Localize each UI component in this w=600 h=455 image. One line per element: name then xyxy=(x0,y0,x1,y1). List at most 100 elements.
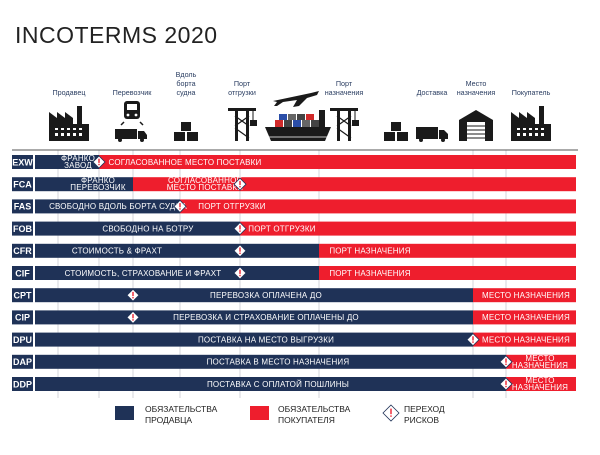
seller-text: СТОИМОСТЬ & ФРАХТ xyxy=(72,247,162,256)
seller-text: СТОИМОСТЬ, СТРАХОВАНИЕ И ФРАХТ xyxy=(65,269,222,278)
legend-buyer-label: ОБЯЗАТЕЛЬСТВА xyxy=(278,404,351,414)
column-label: Перевозчик xyxy=(113,88,153,97)
risk-transfer-icon xyxy=(499,377,513,391)
seller-bar xyxy=(35,266,319,280)
buyer-bar xyxy=(506,354,576,369)
seller-text: СВОБОДНО ВДОЛЬ БОРТА СУДНА xyxy=(49,202,187,211)
legend-buyer-swatch xyxy=(250,406,269,420)
seller-bar xyxy=(35,155,99,169)
term-code: CFR xyxy=(13,246,32,256)
term-row: CIF СТОИМОСТЬ, СТРАХОВАНИЕ И ФРАХТ ПОРТ НА… xyxy=(12,266,576,280)
term-row: CPT ПЕРЕВОЗКА ОПЛАЧЕНА ДО МЕСТО НАЗНАЧЕНИЯ xyxy=(12,288,576,303)
buyer-text: СОГЛАСОВАННОЕ МЕСТО ПОСТАВКИ xyxy=(109,158,262,167)
term-code-box xyxy=(12,177,33,192)
buyer-text: НАЗНАЧЕНИЯ xyxy=(512,383,568,392)
legend-seller-label: ПРОДАВЦА xyxy=(145,415,192,425)
risk-transfer-icon xyxy=(382,404,400,422)
buyer-text: ПОРТ НАЗНАЧЕНИЯ xyxy=(329,247,410,256)
legend-risk-label: РИСКОВ xyxy=(404,415,439,425)
column-header: Покупатель xyxy=(511,88,551,141)
seller-bar xyxy=(35,177,133,192)
risk-transfer-icon xyxy=(233,222,247,236)
term-row: FAS СВОБОДНО ВДОЛЬ БОРТА СУДНА ПОРТ ОТГРУЗ… xyxy=(12,199,576,214)
buyer-bar xyxy=(180,199,576,214)
risk-transfer-icon xyxy=(499,355,513,369)
legend: ОБЯЗАТЕЛЬСТВАПРОДАВЦАОБЯЗАТЕЛЬСТВАПОКУПА… xyxy=(115,404,445,425)
term-code: FOB xyxy=(13,224,32,234)
buyer-bar xyxy=(319,266,576,280)
term-code-box xyxy=(12,199,33,214)
column-label: назначения xyxy=(457,88,496,97)
risk-transfer-icon xyxy=(173,199,187,213)
buyer-bar xyxy=(319,243,576,258)
column-label: назначения xyxy=(325,88,364,97)
buyer-bar xyxy=(99,155,576,169)
page-title: INCOTERMS 2020 xyxy=(15,22,218,48)
column-label: Порт xyxy=(234,79,251,88)
term-code: CIP xyxy=(15,313,30,323)
term-code: CPT xyxy=(14,291,33,301)
term-code-box xyxy=(12,221,33,236)
seller-text: СВОБОДНО НА БОТРУ xyxy=(102,224,194,233)
seller-text: ПЕРЕВОЗКА ОПЛАЧЕНА ДО xyxy=(210,291,322,300)
boxes-icon xyxy=(174,122,198,141)
column-header: Продавец xyxy=(49,88,89,141)
column-label: борта xyxy=(176,79,195,88)
risk-transfer-icon xyxy=(466,333,480,347)
legend-seller-swatch xyxy=(115,406,134,420)
risk-transfer-icon xyxy=(233,177,247,191)
term-code-box xyxy=(12,288,33,303)
seller-text: ПОСТАВКА С ОПЛАТОЙ ПОШЛИНЫ xyxy=(207,380,349,389)
buyer-text: МЕСТО xyxy=(525,376,554,385)
seller-bar xyxy=(35,377,506,391)
buyer-bar xyxy=(473,288,576,303)
seller-bar xyxy=(35,288,473,303)
buyer-text: МЕСТО НАЗНАЧЕНИЯ xyxy=(482,335,570,344)
seller-text: ФРАНКО xyxy=(61,154,95,163)
term-code-box xyxy=(12,243,33,258)
buyer-text: МЕСТО ПОСТАВКИ xyxy=(167,183,244,192)
risk-transfer-icon xyxy=(233,244,247,258)
buyer-text: ПОРТ ОТГРУЗКИ xyxy=(198,202,265,211)
term-row: DAP ПОСТАВКА В МЕСТО НАЗНАЧЕНИЯ МЕСТОНАЗНА… xyxy=(12,354,576,370)
ship-airplane-icon xyxy=(265,91,331,141)
buyer-text: МЕСТО xyxy=(525,354,554,363)
term-code: FAS xyxy=(14,202,32,212)
risk-transfer-icon xyxy=(92,155,106,169)
legend-risk-label: ПЕРЕХОД xyxy=(404,404,445,414)
column-label: Место xyxy=(466,79,487,88)
seller-bar xyxy=(35,310,473,325)
seller-text: ПЕРЕВОЗКА И СТРАХОВАНИЕ ОПЛАЧЕНЫ ДО xyxy=(173,313,359,322)
term-row: DDP ПОСТАВКА С ОПЛАТОЙ ПОШЛИНЫ МЕСТОНАЗНАЧ… xyxy=(12,376,576,392)
column-header xyxy=(265,91,331,141)
column-label: Продавец xyxy=(52,88,85,97)
term-code: EXW xyxy=(12,157,33,167)
term-row: CIP ПЕРЕВОЗКА И СТРАХОВАНИЕ ОПЛАЧЕНЫ ДО МЕ… xyxy=(12,310,576,325)
term-row: DPU ПОСТАВКА НА МЕСТО ВЫГРУЗКИ МЕСТО НАЗНА… xyxy=(12,332,576,347)
term-code-box xyxy=(12,155,33,169)
column-label: судна xyxy=(176,88,195,97)
buyer-bar xyxy=(133,177,576,192)
term-row: CFR СТОИМОСТЬ & ФРАХТ ПОРТ НАЗНАЧЕНИЯ xyxy=(12,243,576,258)
seller-text: ПОСТАВКА НА МЕСТО ВЫГРУЗКИ xyxy=(198,335,334,344)
column-label: Покупатель xyxy=(512,88,551,97)
term-code-box xyxy=(12,377,33,391)
legend-buyer-label: ПОКУПАТЕЛЯ xyxy=(278,415,335,425)
crane-icon xyxy=(330,108,359,141)
term-code: CIF xyxy=(15,268,30,278)
seller-text: ПОСТАВКА В МЕСТО НАЗНАЧЕНИЯ xyxy=(207,358,350,367)
buyer-text: СОГЛАСОВАННОЕ xyxy=(168,176,242,185)
term-code: DAP xyxy=(13,357,32,367)
term-code-box xyxy=(12,266,33,280)
column-label: Порт xyxy=(336,79,353,88)
seller-bar xyxy=(35,199,180,214)
